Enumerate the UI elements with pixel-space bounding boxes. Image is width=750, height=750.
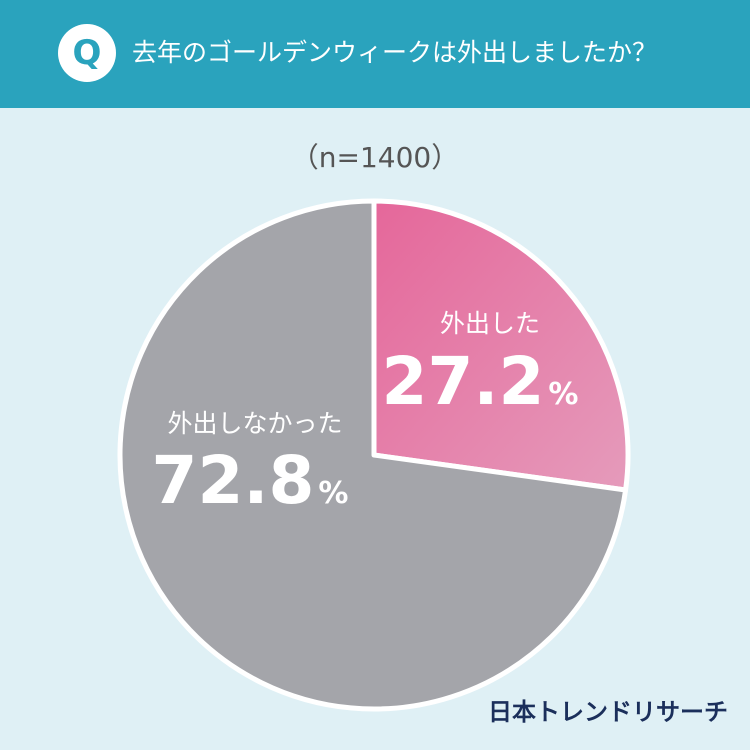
sample-size-note: （n=1400） bbox=[290, 141, 460, 174]
header-bar: Q 去年のゴールデンウィークは外出しましたか？ bbox=[0, 0, 750, 108]
slice-label-0: 外出した bbox=[440, 309, 540, 338]
pie-slice-went-out bbox=[371, 198, 631, 493]
slice-label-1: 外出しなかった bbox=[167, 409, 342, 438]
pie-slice-stayed-home bbox=[117, 198, 629, 712]
question-badge: Q bbox=[58, 24, 116, 82]
brand-logo: 日本トレンドリサーチ bbox=[488, 698, 728, 726]
question-text: 去年のゴールデンウィークは外出しましたか？ bbox=[132, 38, 658, 67]
slice-value-0: 27.2% bbox=[382, 343, 579, 420]
slice-value-1: 72.8% bbox=[152, 442, 349, 519]
